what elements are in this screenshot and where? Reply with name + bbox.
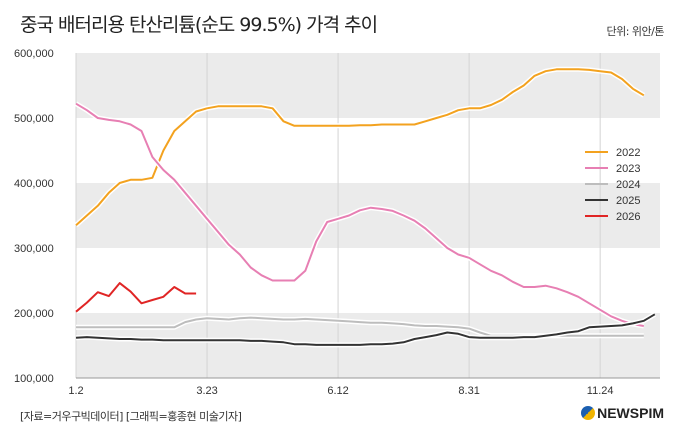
x-tick-label: 1.2 xyxy=(68,385,83,397)
y-tick-label: 100,000 xyxy=(14,373,54,385)
series-line-2023 xyxy=(75,102,644,327)
x-tick-label: 11.24 xyxy=(587,385,614,397)
y-tick-label: 200,000 xyxy=(14,308,54,320)
legend-label-2023: 2023 xyxy=(616,163,640,175)
legend-label-2024: 2024 xyxy=(616,179,640,191)
newspim-logo: NEWSPIM xyxy=(581,405,664,421)
x-tick-label: 3.23 xyxy=(196,385,217,397)
grid-band xyxy=(76,53,660,118)
series-line-2026 xyxy=(75,282,197,313)
y-tick-label: 600,000 xyxy=(14,48,54,60)
chart-title: 중국 배터리용 탄산리튬(순도 99.5%) 가격 추이 xyxy=(20,14,378,36)
series-line-2022 xyxy=(75,68,645,227)
y-tick-label: 300,000 xyxy=(14,243,54,255)
grid-band xyxy=(76,183,660,248)
source-credit: [자료=거우구빅데이터] [그래픽=홍종현 미술기자] xyxy=(20,410,242,423)
x-tick-label: 8.31 xyxy=(458,385,479,397)
legend-label-2025: 2025 xyxy=(616,195,640,207)
y-tick-label: 400,000 xyxy=(14,178,54,190)
legend-label-2026: 2026 xyxy=(616,211,640,223)
y-tick-label: 500,000 xyxy=(14,113,54,125)
series-line-2025 xyxy=(75,313,656,346)
unit-label: 단위: 위안/톤 xyxy=(606,25,664,38)
logo-icon xyxy=(581,406,596,420)
logo-text: NEWSPIM xyxy=(597,405,664,421)
x-tick-label: 6.12 xyxy=(327,385,348,397)
legend-label-2022: 2022 xyxy=(616,147,640,159)
